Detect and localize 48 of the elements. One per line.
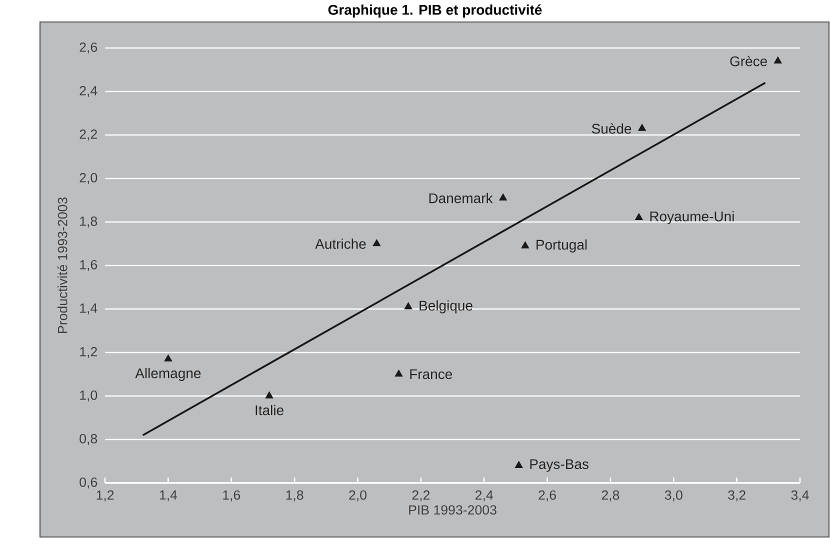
y-tick-label: 1,6 [80, 260, 98, 272]
annotation: Autriche [315, 238, 366, 249]
x-axis-title: PIB 1993-2003 [409, 505, 496, 515]
y-tick-label: 1,8 [80, 216, 98, 228]
y-tick-label: 1,0 [80, 390, 98, 402]
y-axis-title: Productivité 1993-2003 [57, 198, 68, 333]
point [404, 302, 412, 310]
point [499, 194, 508, 200]
point [265, 391, 274, 398]
annotation: Italie [256, 404, 284, 416]
y-tick-label: 0,8 [80, 434, 98, 446]
annotation: Suède [592, 123, 632, 134]
y-tick-label: 2,6 [80, 42, 98, 54]
annotation: Danemark [429, 192, 493, 204]
point [634, 213, 643, 220]
point [774, 56, 782, 64]
point [521, 241, 530, 248]
point [638, 124, 646, 131]
y-tick-label: 2,4 [80, 86, 98, 98]
x-tick-label: 1,6 [223, 490, 240, 502]
x-tick-label: 2,8 [602, 490, 620, 502]
annotation: Portugal [536, 239, 587, 252]
y-tick-label: 2,0 [80, 172, 98, 184]
x-tick-label: 3,0 [664, 490, 682, 502]
x-tick-label: 1,8 [286, 490, 304, 502]
annotation: Belgique [420, 300, 472, 314]
x-tick-label: 1,2 [96, 490, 114, 502]
y-tick-label: 2,2 [80, 129, 97, 141]
annotation: France [410, 369, 452, 380]
point [372, 239, 381, 246]
annotation: Royaume-Uni [650, 211, 734, 224]
y-tick-label: 1,2 [80, 346, 97, 358]
x-tick-label: 1,4 [160, 490, 178, 502]
point [514, 461, 523, 468]
y-tick-label: 1,4 [80, 304, 98, 314]
x-tick-label: 2,6 [538, 490, 556, 502]
y-tick-label: 0,6 [80, 477, 98, 488]
annotation: Grèce [730, 56, 767, 66]
x-tick-label: 3,2 [728, 490, 746, 502]
x-tick-label: 2,0 [349, 490, 366, 502]
x-tick-label: 2,4 [476, 490, 493, 502]
x-tick-label: 3,4 [791, 490, 809, 502]
x-tick-label: 2,2 [412, 490, 430, 502]
chart-title: Graphique 1. PIB et productivité [328, 4, 542, 18]
point [394, 370, 403, 377]
point [164, 354, 172, 362]
annotation: Allemagne [135, 368, 201, 381]
annotation: Pays-Bas [530, 459, 588, 472]
